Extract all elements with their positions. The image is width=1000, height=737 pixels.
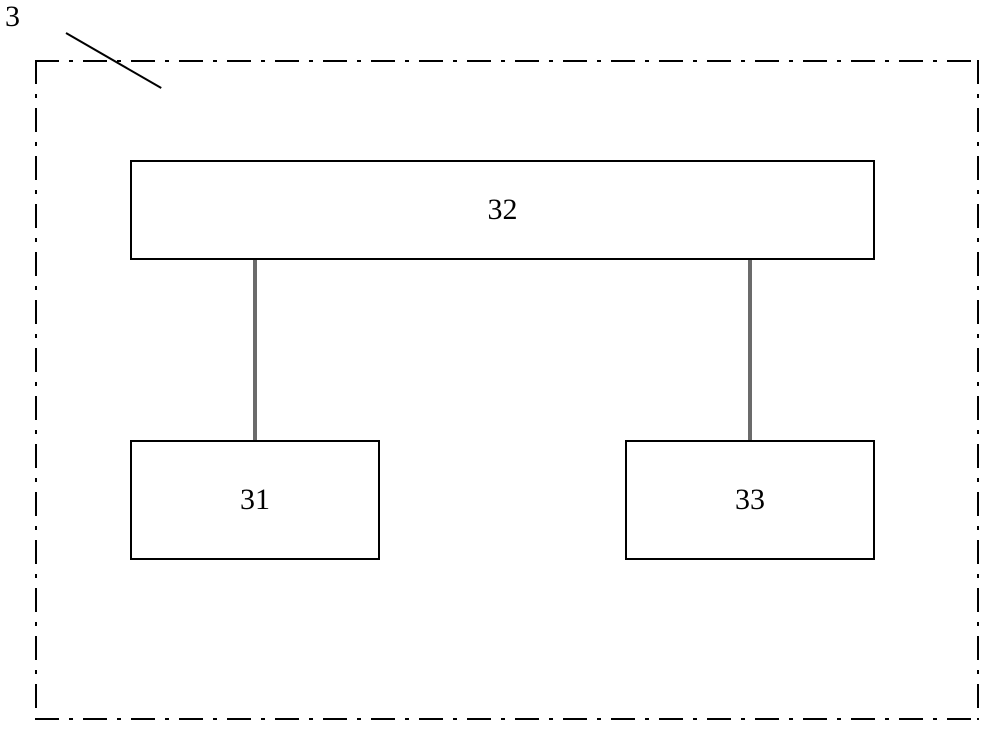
connector-32-33 [748,260,752,440]
container-edge-bottom [35,718,979,720]
container-ref-label: 3 [5,0,20,34]
block-31-label: 31 [240,483,270,517]
block-31: 31 [130,440,380,560]
container-box [35,60,979,720]
diagram-canvas: 3 32 31 33 [0,0,1000,737]
container-edge-left [35,60,37,720]
container-edge-right [977,60,979,720]
container-edge-top [35,60,979,62]
block-32-label: 32 [488,193,518,227]
block-33: 33 [625,440,875,560]
block-33-label: 33 [735,483,765,517]
block-32: 32 [130,160,875,260]
connector-32-31 [253,260,257,440]
